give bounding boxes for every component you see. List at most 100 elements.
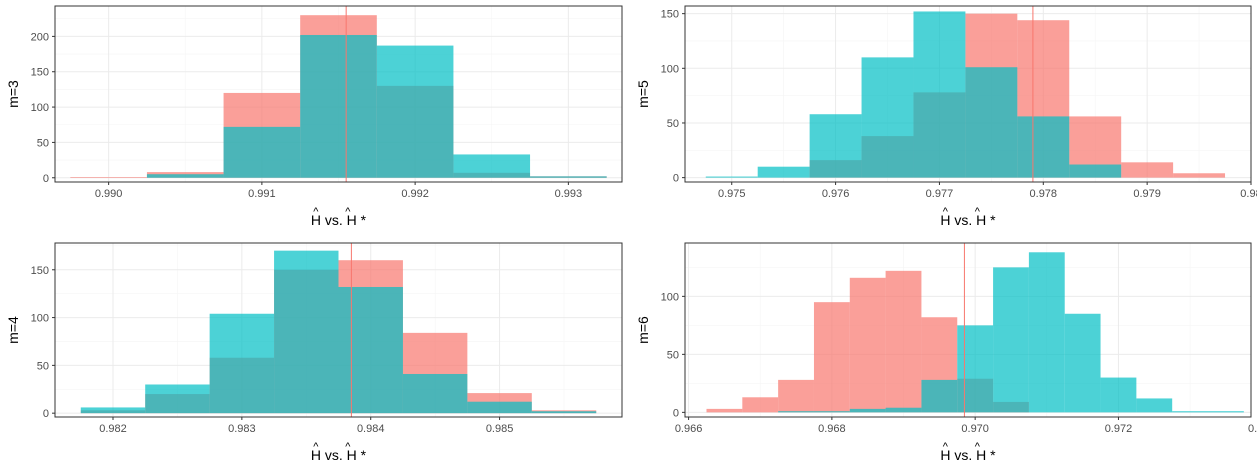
hat-accent-icon: ^ xyxy=(975,441,981,453)
histogram-bar xyxy=(778,411,814,413)
histogram-bar xyxy=(274,250,339,414)
histogram-bar xyxy=(778,379,814,413)
histogram-bar xyxy=(145,384,210,414)
panel-m5: 0.975 0.976 0.977 0.978 0.979 0.98 0 50 100 150 m=… xyxy=(635,5,1257,228)
y-tick-label: 100 xyxy=(661,63,679,75)
histogram-bar xyxy=(813,302,850,413)
panel-m3: 0.990 0.991 0.992 0.993 0 50 100 150 200 m=3 H vs.… xyxy=(5,5,623,228)
y-axis-label: m=5 xyxy=(635,80,651,108)
y-tick-label: 100 xyxy=(31,313,49,325)
x-axis-label: H vs. H * xyxy=(311,447,367,463)
x-tick-label: 0.978 xyxy=(1030,188,1058,200)
histogram-bar xyxy=(453,154,531,178)
panel-border xyxy=(684,5,1252,183)
histogram-bar xyxy=(993,267,1029,413)
histogram-bar xyxy=(1028,252,1065,413)
x-tick-label: 0.990 xyxy=(95,188,123,200)
x-tick-label: 0.976 xyxy=(822,188,850,200)
histogram-bar xyxy=(1064,313,1101,413)
x-axis-label: H vs. H * xyxy=(311,212,367,228)
x-tick-label: 0.977 xyxy=(926,188,954,200)
hat-accent-icon: ^ xyxy=(345,441,351,453)
histogram-bar xyxy=(1173,173,1226,178)
x-axis-label: H vs. H * xyxy=(940,447,996,463)
y-tick-label: 50 xyxy=(37,360,49,372)
y-tick-label: 200 xyxy=(31,31,49,43)
panel-border xyxy=(54,5,623,183)
x-tick-label: 0.985 xyxy=(486,423,514,435)
histogram-bar xyxy=(376,45,454,178)
hat-accent-icon: ^ xyxy=(975,206,981,218)
y-axis-label: m=3 xyxy=(5,80,21,108)
x-tick-label: 0.975 xyxy=(718,188,746,200)
histogram-bar xyxy=(1136,398,1173,413)
histogram-bar xyxy=(338,286,403,414)
histogram-bar xyxy=(1069,164,1122,178)
histogram-bar xyxy=(223,126,301,178)
panel-border xyxy=(54,242,623,418)
histogram-bar xyxy=(146,174,224,178)
x-tick-label: 0.993 xyxy=(555,188,583,200)
y-axis-label: m=4 xyxy=(5,316,21,344)
histogram-bar xyxy=(757,166,810,178)
histogram-bar xyxy=(80,407,146,414)
panel-m4: 0.982 0.983 0.984 0.985 0 50 100 150 m=4 H vs. H … xyxy=(5,242,623,463)
histogram-bar xyxy=(530,176,607,178)
x-tick-label: 0.983 xyxy=(228,423,256,435)
x-tick-label: 0.98 xyxy=(1240,188,1257,200)
histogram-bar xyxy=(706,408,743,413)
y-tick-label: 0 xyxy=(673,407,679,419)
histogram-bar xyxy=(742,397,779,413)
y-tick-label: 50 xyxy=(37,137,49,149)
x-tick-label: 0.991 xyxy=(248,188,276,200)
hat-accent-icon: ^ xyxy=(943,206,949,218)
y-tick-label: 100 xyxy=(661,291,679,303)
y-axis-label: m=6 xyxy=(635,316,651,344)
histogram-bar xyxy=(809,114,862,178)
y-tick-label: 0 xyxy=(673,173,679,185)
y-tick-label: 0 xyxy=(43,408,49,420)
x-tick-label: 0.982 xyxy=(99,423,127,435)
histogram-bar xyxy=(402,373,468,414)
hat-accent-icon: ^ xyxy=(313,441,319,453)
x-axis-label: H vs. H * xyxy=(940,212,996,228)
x-tick-label: 0.984 xyxy=(357,423,385,435)
histogram-bar xyxy=(300,34,377,178)
histogram-bar xyxy=(531,411,597,414)
histogram-bar xyxy=(70,177,147,178)
hat-accent-icon: ^ xyxy=(345,206,351,218)
histogram-bar xyxy=(1172,411,1209,413)
histogram-bar xyxy=(849,277,886,413)
hat-accent-icon: ^ xyxy=(943,441,949,453)
histogram-bar xyxy=(965,67,1018,178)
y-tick-label: 50 xyxy=(667,349,679,361)
histogram-bar xyxy=(885,270,922,413)
y-tick-label: 150 xyxy=(31,265,49,277)
x-tick-label: 0.966 xyxy=(675,423,703,435)
histogram-bar xyxy=(209,313,275,414)
histogram-bar xyxy=(1017,116,1070,178)
y-tick-label: 50 xyxy=(667,118,679,130)
panel-border xyxy=(684,242,1252,418)
x-tick-label: 0.970 xyxy=(961,423,989,435)
x-tick-label: 0.972 xyxy=(1105,423,1133,435)
histogram-bar xyxy=(1100,377,1137,413)
histogram-bar xyxy=(921,379,958,413)
x-tick-label: 0.979 xyxy=(1133,188,1161,200)
y-tick-label: 150 xyxy=(661,9,679,21)
histogram-bar xyxy=(705,176,758,178)
histogram-bar xyxy=(861,57,914,178)
histogram-bar xyxy=(885,407,922,413)
y-tick-label: 0 xyxy=(43,173,49,185)
histogram-bar xyxy=(913,11,966,178)
y-tick-label: 150 xyxy=(31,67,49,79)
hat-accent-icon: ^ xyxy=(313,206,319,218)
x-tick-label: 0.974 xyxy=(1248,423,1257,435)
histogram-bar xyxy=(813,411,850,413)
x-tick-label: 0.968 xyxy=(818,423,846,435)
histogram-bar xyxy=(849,408,886,413)
histogram-bar xyxy=(1208,411,1244,413)
y-tick-label: 100 xyxy=(31,102,49,114)
histogram-bar xyxy=(467,401,532,414)
